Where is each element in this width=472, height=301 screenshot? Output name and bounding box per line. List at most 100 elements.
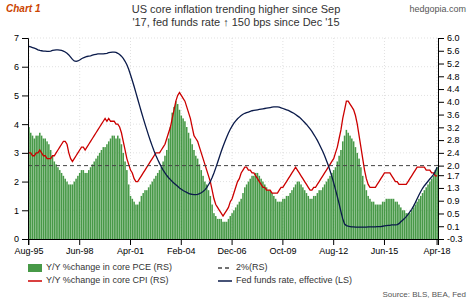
bar [275,199,277,239]
tick: 4.4 [438,84,460,94]
legend-item: 2%(RS) [218,262,268,272]
bar [248,182,250,239]
bar [128,184,130,239]
bar [70,184,72,239]
bar [244,187,246,239]
bar [317,193,319,239]
tick: 1.3 [438,183,460,193]
legend-item: Y/Y %change in core CPI (RS) [28,275,168,285]
grid-line [130,38,131,239]
tick-label: 1 [14,206,19,216]
legend-label: 2%(RS) [236,262,268,272]
grid-line [333,38,334,239]
tick-label: 2 [14,177,19,187]
bar [211,205,213,239]
bar [83,170,85,239]
bar [351,139,353,240]
tick-mark [438,226,444,227]
bar [407,213,409,239]
tick: 2.4 [438,148,460,158]
tick-mark [22,210,28,211]
tick-label: 3 [14,148,19,158]
bar [184,121,186,239]
bar [288,196,290,239]
bar [398,205,400,239]
bar [384,202,386,239]
bar [340,150,342,239]
tick-mark [438,89,444,90]
tick-label: 4.4 [447,84,460,94]
grid-line [28,152,438,153]
tick-label: Jun-98 [66,246,94,256]
tick-mark [438,140,444,141]
tick-mark [438,64,444,65]
bar [308,196,310,239]
bar [61,173,63,239]
bar [264,184,266,239]
tick-label: 2.0 [447,161,460,171]
bar [266,187,268,239]
tick-mark [22,124,28,125]
bar [146,190,148,239]
bar [324,184,326,239]
bar [286,196,288,239]
bar [391,199,393,239]
tick-mark [438,188,444,189]
bar-series [28,101,438,239]
bar [63,176,65,239]
bar [151,182,153,239]
bar [306,193,308,239]
tick-mark [438,51,444,52]
bar [210,196,212,239]
bar [249,179,251,239]
bar [326,182,328,239]
tick-label: 1.3 [447,183,460,193]
tick-label: 5 [14,91,19,101]
tick-mark [438,102,444,103]
bar [166,150,168,239]
bar [73,182,75,239]
legend-swatch [28,264,42,272]
tick: -0.3 [438,234,463,244]
bar [360,167,362,239]
tick-label: 0 [14,234,19,244]
grid-line [28,95,438,96]
annotation: Chart 1 [6,3,41,14]
tick-label: 0.5 [447,209,460,219]
tick-mark [438,175,444,176]
bar [257,173,259,239]
legend-item: Y/Y %change in core PCE (RS) [28,262,172,272]
bar [386,199,388,239]
tick-mark [79,239,80,245]
axis-domain [439,39,445,240]
bar [199,164,201,239]
bar [415,205,417,239]
tick: Dec-06 [218,239,247,256]
tick-label: 0.9 [447,196,460,206]
tick: 1 [14,206,28,216]
bar [93,161,95,239]
bar [309,199,311,239]
marks [28,46,438,239]
bar [342,141,344,239]
bar [200,170,202,239]
title: US core inflation trending higher since … [132,3,341,28]
bar [117,136,119,239]
tick-mark [438,166,444,167]
bar [222,222,224,239]
bar [175,101,177,239]
bar [364,184,366,239]
bar [436,167,438,239]
chart-svg: US core inflation trending higher since … [0,0,472,301]
annotation: Source: BLS, BEA, Fed [382,290,466,299]
bar [137,205,139,239]
tick: 5 [14,91,28,101]
bar [409,213,411,239]
bar [179,110,181,239]
bar [162,161,164,239]
axis: Aug-95Jun-98Apr-01Feb-04Dec-06Oct-09Aug-… [14,239,450,256]
tick: 0.1 [438,222,460,232]
tick-label: 3.2 [447,123,460,133]
axis: -0.30.10.50.91.31.72.02.42.83.23.64.04.4… [438,33,463,244]
bar [164,156,166,239]
